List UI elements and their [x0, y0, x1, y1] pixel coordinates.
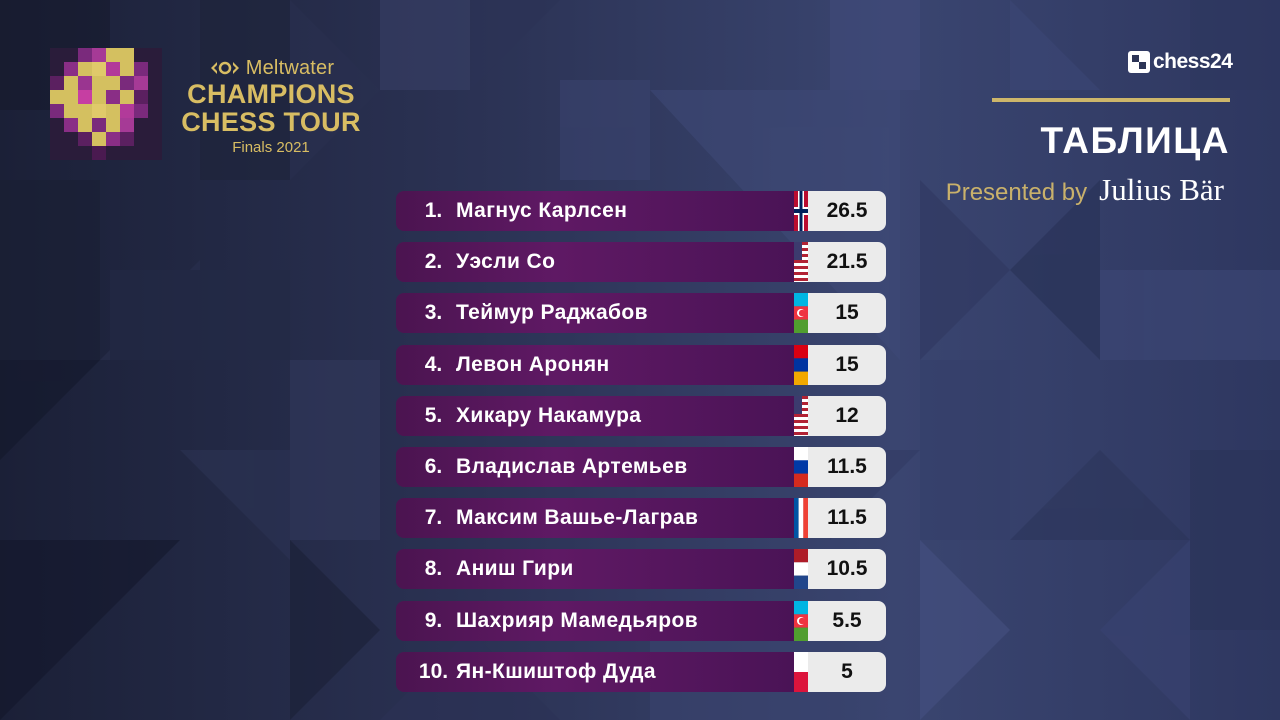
- flag-france-icon: [794, 498, 808, 539]
- standings-row: 9. Шахрияр Мамедьяров 5.5: [396, 600, 886, 641]
- player-score: 26.5: [808, 191, 886, 231]
- flag-usa-icon: [794, 395, 808, 436]
- player-rank: 8.: [424, 557, 443, 581]
- standings-row: 2. Уэсли Со 21.5: [396, 242, 886, 283]
- player-name: Хикару Накамура: [456, 403, 642, 427]
- event-subtitle: Finals 2021: [232, 139, 310, 156]
- player-name: Шахрияр Мамедьяров: [456, 608, 699, 632]
- player-score: 10.5: [808, 549, 886, 590]
- sponsor-name: Julius Bär: [1099, 172, 1224, 207]
- player-rank: 9.: [424, 608, 443, 632]
- meltwater-logo-icon: [210, 61, 239, 75]
- standings-table: 1. Магнус Карлсен 26.5 2. Уэсли Со 21.5 3. Тейм…: [396, 191, 886, 703]
- player-cell: 9. Шахрияр Мамедьяров: [396, 600, 794, 641]
- standings-row: 8. Аниш Гири 10.5: [396, 549, 886, 590]
- player-rank: 4.: [424, 352, 443, 376]
- player-name: Аниш Гири: [456, 557, 574, 581]
- header-divider: [992, 98, 1230, 102]
- player-cell: 5. Хикару Накамура: [396, 395, 794, 436]
- flag-azerbaijan-icon: [794, 600, 808, 641]
- player-rank: 5.: [424, 403, 443, 427]
- player-name: Теймур Раджабов: [456, 301, 648, 325]
- chess24-brand: chess24: [1128, 50, 1233, 74]
- standings-row: 5. Хикару Накамура 12: [396, 395, 886, 436]
- player-score: 12: [808, 395, 886, 436]
- player-rank: 1.: [424, 199, 443, 222]
- player-cell: 7. Максим Вашье-Лаграв: [396, 498, 794, 539]
- event-title-line1: CHAMPIONS: [187, 79, 355, 109]
- flag-russia-icon: [794, 446, 808, 487]
- player-score: 11.5: [808, 446, 886, 487]
- player-name: Левон Аронян: [456, 352, 610, 376]
- flag-armenia-icon: [794, 344, 808, 385]
- player-rank: 2.: [424, 250, 443, 274]
- chess24-logo-icon: [1128, 51, 1150, 73]
- player-rank: 10.: [418, 659, 449, 683]
- player-score: 5.5: [808, 600, 886, 641]
- event-title-line2: CHESS TOUR: [181, 107, 361, 137]
- standings-row: 6. Владислав Артемьев 11.5: [396, 446, 886, 487]
- player-cell: 6. Владислав Артемьев: [396, 446, 794, 487]
- player-score: 5: [808, 651, 886, 692]
- standings-row: 3. Теймур Раджабов 15: [396, 293, 886, 334]
- flag-usa-icon: [794, 242, 808, 283]
- player-cell: 2. Уэсли Со: [396, 242, 794, 283]
- player-cell: 10. Ян-Кшиштоф Дуда: [396, 651, 794, 692]
- meltwater-brand: Meltwater: [178, 56, 364, 80]
- player-rank: 6.: [424, 454, 443, 478]
- standings-row: 7. Максим Вашье-Лаграв 11.5: [396, 498, 886, 539]
- player-score: 15: [808, 344, 886, 385]
- player-rank: 7.: [424, 506, 443, 530]
- flag-poland-icon: [794, 651, 808, 692]
- player-cell: 3. Теймур Раджабов: [396, 293, 794, 334]
- player-cell: 1. Магнус Карлсен: [396, 191, 794, 231]
- player-rank: 3.: [424, 301, 443, 325]
- flag-netherlands-icon: [794, 549, 808, 590]
- presented-by-label: Presented by: [945, 179, 1088, 206]
- player-name: Максим Вашье-Лаграв: [456, 506, 699, 530]
- flag-azerbaijan-icon: [794, 293, 808, 334]
- champions-chess-tour-logo-icon: [50, 48, 162, 160]
- player-name: Магнус Карлсен: [456, 199, 628, 222]
- player-name: Ян-Кшиштоф Дуда: [456, 659, 656, 683]
- player-score: 11.5: [808, 498, 886, 539]
- player-score: 15: [808, 293, 886, 334]
- player-cell: 8. Аниш Гири: [396, 549, 794, 590]
- standings-row: 4. Левон Аронян 15: [396, 344, 886, 385]
- meltwater-label: Meltwater: [245, 56, 335, 79]
- flag-norway-icon: [794, 191, 808, 231]
- standings-row: 10. Ян-Кшиштоф Дуда 5: [396, 651, 886, 692]
- player-cell: 4. Левон Аронян: [396, 344, 794, 385]
- player-name: Уэсли Со: [456, 250, 556, 274]
- player-score: 21.5: [808, 242, 886, 283]
- player-name: Владислав Артемьев: [456, 454, 688, 478]
- chess24-label: chess24: [1153, 50, 1233, 73]
- page-title: ТАБЛИЦА: [1040, 120, 1230, 161]
- standings-row: 1. Магнус Карлсен 26.5: [396, 191, 886, 231]
- event-branding: Meltwater CHAMPIONS CHESS TOUR Finals 20…: [178, 56, 364, 157]
- presented-by-banner: Presented by Julius Bär: [946, 172, 1224, 208]
